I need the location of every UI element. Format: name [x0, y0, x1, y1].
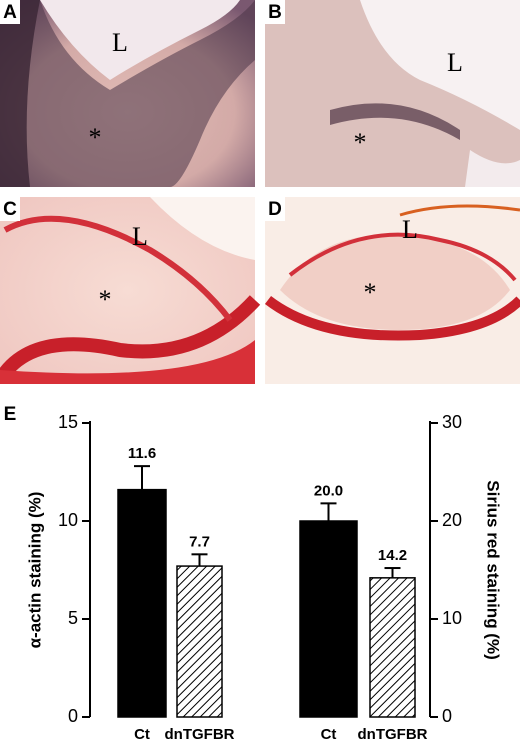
- value-label: 20.0: [314, 482, 343, 499]
- y-tick-label: 0: [68, 706, 78, 726]
- x-tick-label: dnTGFBR: [358, 726, 428, 743]
- bar: [117, 488, 167, 718]
- lesion-marker: *: [364, 278, 377, 307]
- x-tick-label: dnTGFBR: [165, 726, 235, 743]
- panel-letter: B: [268, 2, 282, 23]
- label-box: [265, 0, 285, 24]
- lesion-marker: *: [99, 285, 112, 314]
- y2-axis-label: Sirius red staining (%): [484, 480, 503, 659]
- x-tick-label: Ct: [134, 726, 150, 743]
- value-label: 14.2: [378, 547, 407, 564]
- lumen-label: L: [402, 215, 418, 244]
- micrograph-c: [0, 197, 261, 384]
- panel-letter: E: [4, 404, 17, 425]
- value-label: 7.7: [189, 533, 210, 550]
- x-tick-label: Ct: [321, 726, 337, 743]
- y2-tick-label: 10: [442, 608, 462, 628]
- micrograph-a: [0, 0, 255, 187]
- y-axis-label: α-actin staining (%): [25, 492, 44, 649]
- label-box: [0, 402, 20, 426]
- panel-letter: D: [268, 199, 282, 220]
- bar: [176, 565, 223, 718]
- panel-letter: A: [3, 2, 17, 23]
- micrograph-d: [264, 197, 520, 384]
- lumen-label: L: [132, 222, 148, 251]
- y2-tick-label: 0: [442, 706, 452, 726]
- label-box: [265, 197, 285, 221]
- y-tick-label: 5: [68, 608, 78, 628]
- micrograph-b: [265, 0, 520, 187]
- y2-tick-label: 30: [442, 412, 462, 432]
- label-box: [0, 197, 20, 221]
- y2-tick-label: 20: [442, 510, 462, 530]
- lesion-marker: *: [354, 128, 367, 157]
- y-tick-label: 15: [58, 412, 78, 432]
- y-tick-label: 10: [58, 510, 78, 530]
- bar: [369, 577, 416, 718]
- lumen-label: L: [112, 28, 128, 57]
- bar: [299, 520, 358, 718]
- lesion-marker: *: [89, 123, 102, 152]
- label-box: [0, 0, 20, 24]
- value-label: 11.6: [128, 445, 156, 462]
- lumen-label: L: [447, 48, 463, 77]
- panel-letter: C: [3, 199, 17, 220]
